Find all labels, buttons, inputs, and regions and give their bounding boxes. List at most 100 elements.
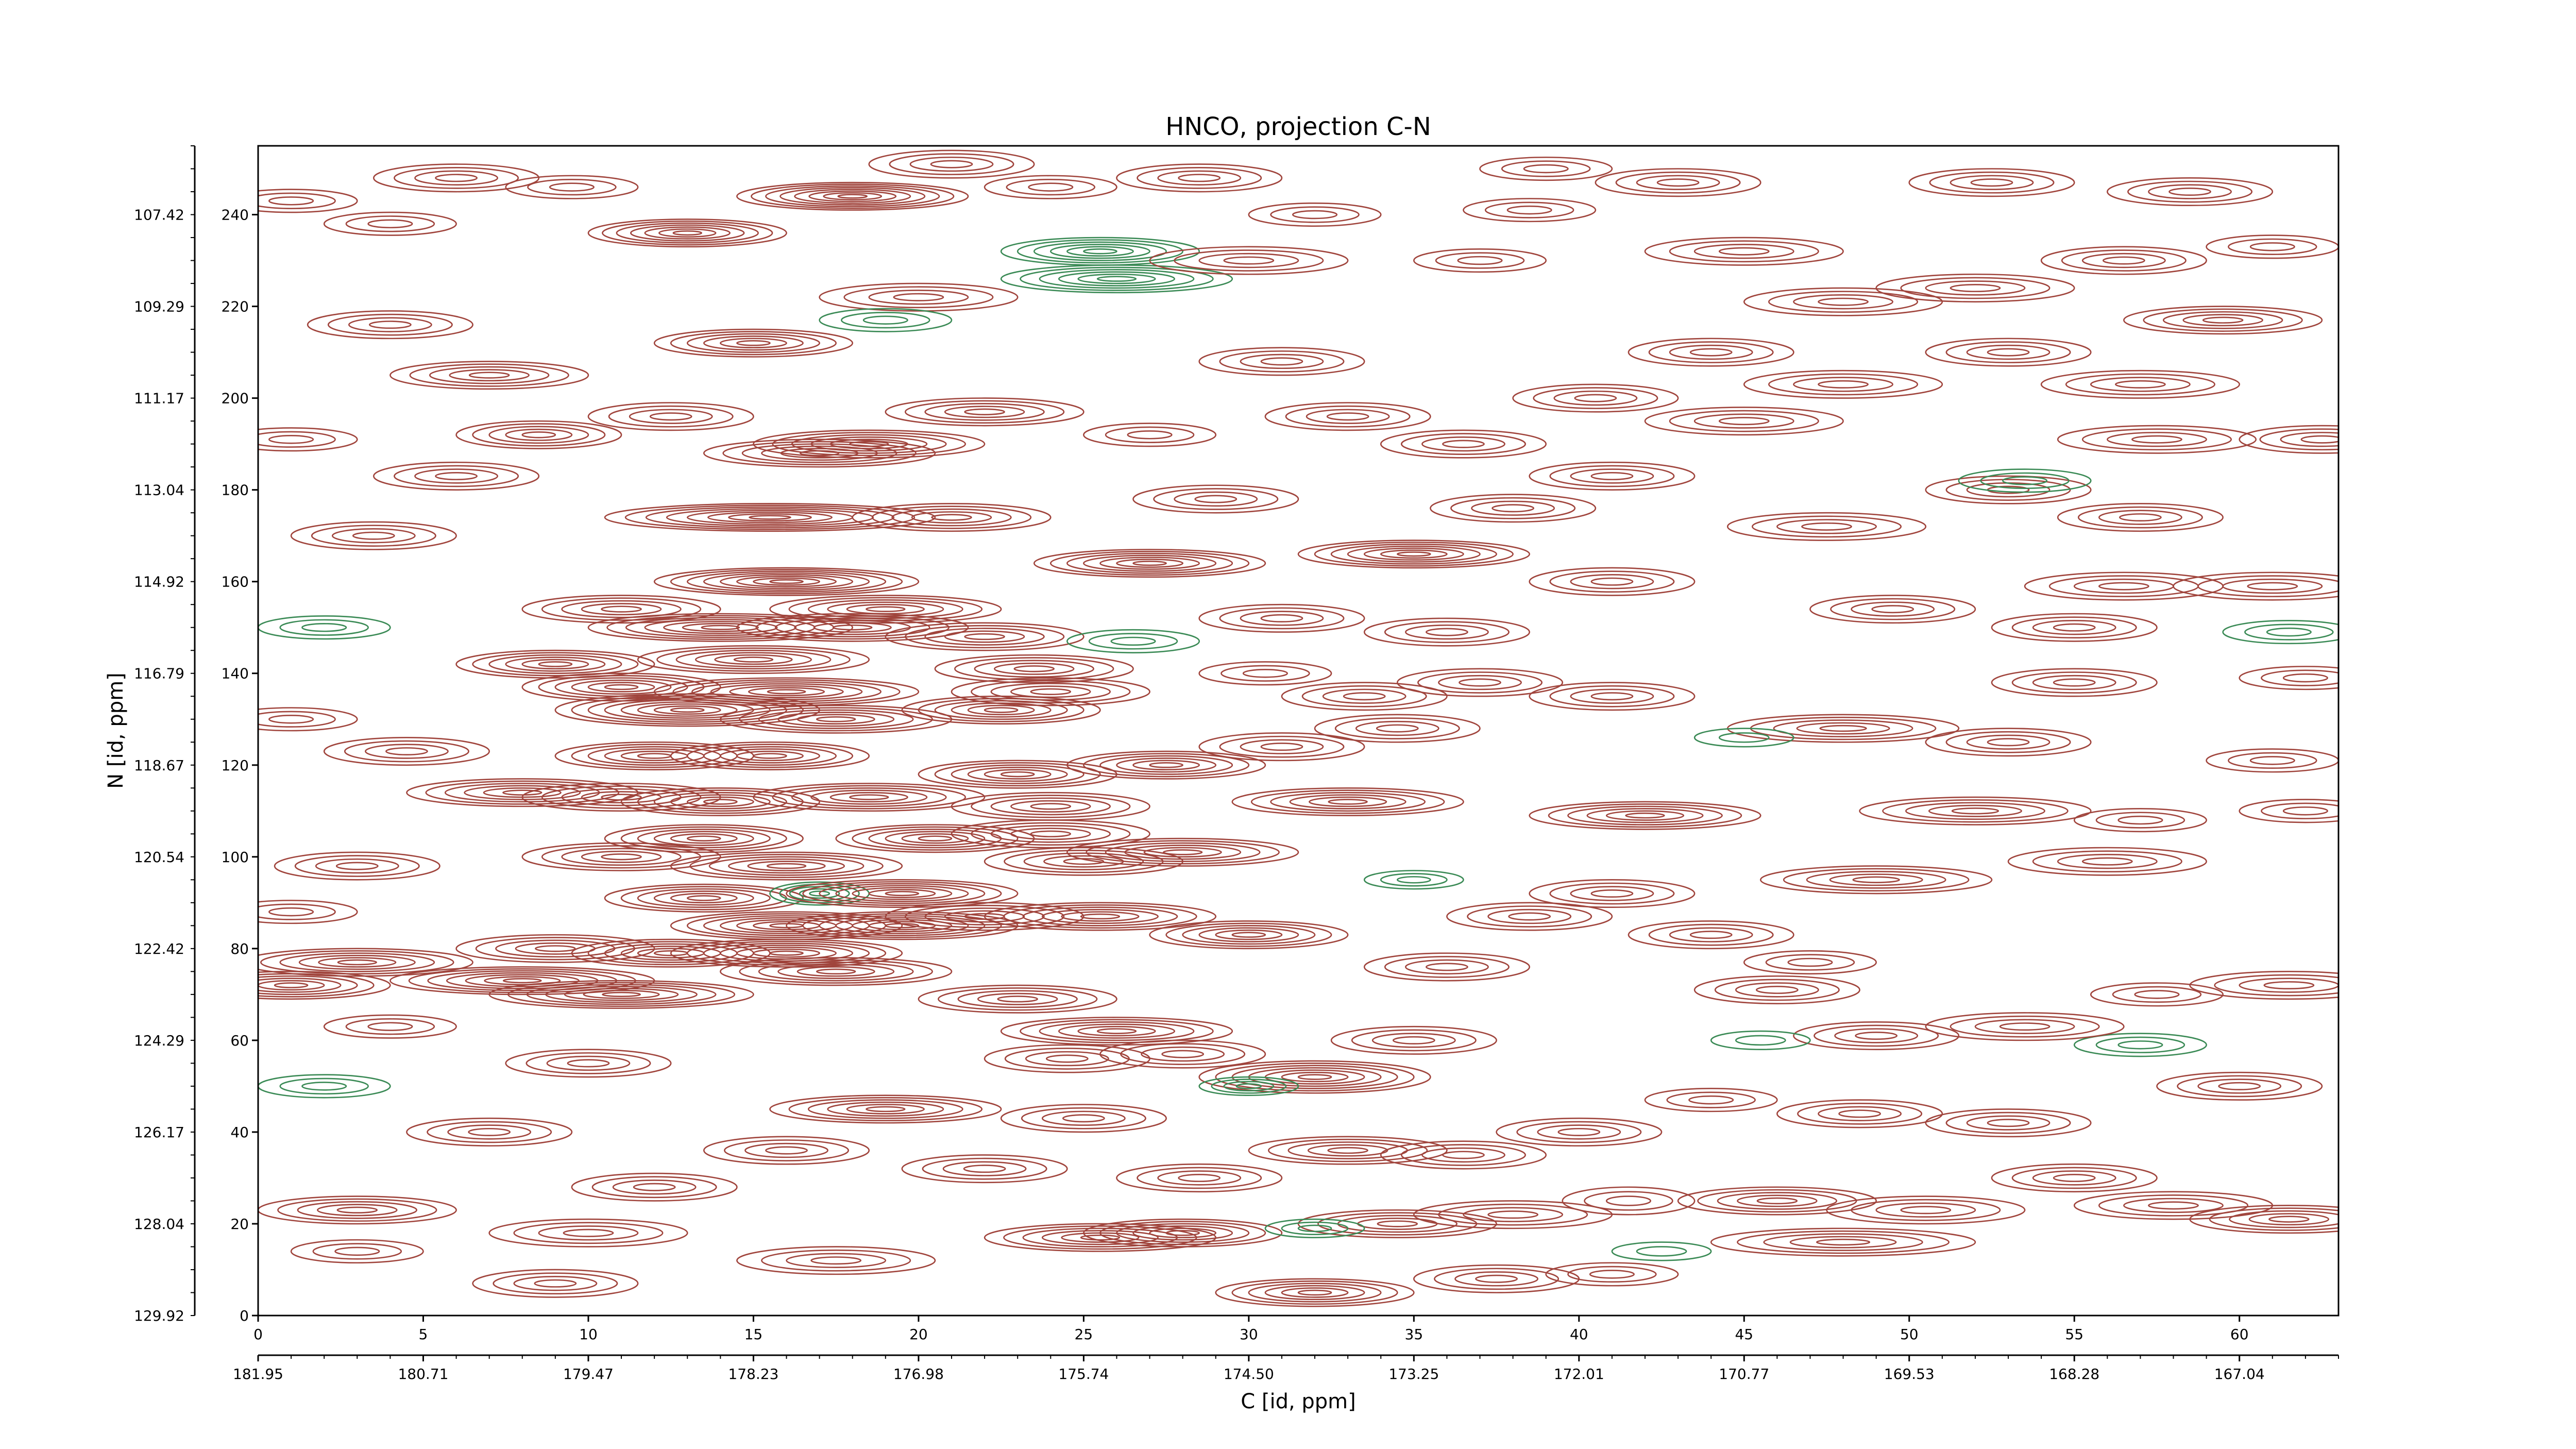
contour-level xyxy=(2033,1171,2115,1185)
contour-level xyxy=(1422,1148,1504,1162)
contour-level xyxy=(247,904,335,920)
contour-peak xyxy=(770,1096,1001,1123)
contour-level xyxy=(1443,441,1484,447)
contour-level xyxy=(1530,683,1694,710)
contour-level xyxy=(919,985,1117,1013)
contour-level xyxy=(945,407,1024,417)
contour-level xyxy=(2248,583,2297,589)
contour-level xyxy=(912,512,991,523)
y-tick-label: 40 xyxy=(230,1124,249,1141)
contour-peak xyxy=(1001,238,1199,265)
contour-level xyxy=(415,469,497,483)
contour-level xyxy=(945,631,1024,642)
contour-peak xyxy=(390,361,588,389)
contour-level xyxy=(671,894,737,903)
contour-peak xyxy=(1364,953,1529,981)
contour-peak xyxy=(2008,848,2207,875)
contour-level xyxy=(269,435,313,443)
contour-level xyxy=(630,410,712,424)
contour-level xyxy=(1711,1031,1810,1050)
contour-peak xyxy=(506,176,638,199)
contour-level xyxy=(269,908,313,916)
contour-peak xyxy=(952,793,1150,820)
contour-level xyxy=(753,949,819,957)
contour-level xyxy=(1078,274,1156,283)
contour-level xyxy=(638,754,671,759)
contour-level xyxy=(1819,1107,1901,1121)
contour-level xyxy=(1538,1125,1620,1139)
contour-level xyxy=(1530,568,1694,595)
contour-level xyxy=(1021,1020,1213,1043)
contour-level xyxy=(985,707,1018,712)
x-tick-label: 30 xyxy=(1240,1326,1258,1343)
contour-level xyxy=(1571,887,1653,901)
contour-level xyxy=(1591,693,1633,700)
contour-level xyxy=(448,1125,531,1139)
contour-level xyxy=(1232,933,1265,937)
contour-level xyxy=(704,800,737,804)
contour-level xyxy=(2124,1199,2223,1212)
x-tick-label: 60 xyxy=(2230,1326,2249,1343)
contour-level xyxy=(1736,1036,1785,1045)
contour-level xyxy=(1852,602,1934,616)
contour-peak xyxy=(1315,715,1480,742)
contour-level xyxy=(910,157,993,171)
contour-level xyxy=(1981,473,2069,488)
contour-level xyxy=(1097,1029,1136,1034)
contour-peak xyxy=(1249,1137,1447,1164)
contour-level xyxy=(337,1207,377,1213)
contour-level xyxy=(1967,483,2049,497)
contour-level xyxy=(332,529,415,543)
contour-level xyxy=(349,318,431,332)
contour-level xyxy=(1670,928,1752,942)
contour-level xyxy=(1694,244,1793,258)
contour-level xyxy=(1393,1037,1434,1043)
contour-level xyxy=(626,618,815,637)
contour-level xyxy=(1575,395,1616,401)
x-tick-label: 50 xyxy=(1900,1326,1919,1343)
contour-level xyxy=(659,229,716,237)
contour-level xyxy=(605,685,638,689)
contour-peak xyxy=(671,742,869,769)
y-ppm-tick-label: 114.92 xyxy=(134,574,184,591)
contour-level xyxy=(1827,1197,2025,1224)
contour-peak xyxy=(2091,983,2223,1006)
contour-level xyxy=(1004,905,1196,928)
contour-level xyxy=(588,683,654,692)
contour-level xyxy=(2283,807,2327,815)
contour-level xyxy=(866,607,905,612)
contour-level xyxy=(820,283,1018,311)
contour-peak xyxy=(985,903,1216,930)
contour-level xyxy=(1951,176,2033,190)
contour-level xyxy=(1128,431,1172,439)
contour-level xyxy=(1820,726,1867,731)
contour-level xyxy=(2157,1072,2321,1100)
contour-level xyxy=(1793,1022,1958,1049)
contour-peak xyxy=(2041,247,2206,274)
contour-level xyxy=(841,312,929,328)
contour-peak xyxy=(1381,430,1546,458)
y-tick-label: 100 xyxy=(222,849,249,866)
contour-peak xyxy=(1116,1164,1281,1191)
contour-level xyxy=(1443,1152,1484,1158)
contour-level xyxy=(302,624,346,631)
contour-peak xyxy=(1530,683,1694,710)
y-ppm-tick-label: 120.54 xyxy=(134,849,184,866)
contour-level xyxy=(209,974,374,997)
contour-peak xyxy=(654,678,919,705)
contour-level xyxy=(1381,550,1447,558)
contour-level xyxy=(269,197,313,205)
y-tick-label: 240 xyxy=(222,207,249,224)
contour-level xyxy=(338,960,377,965)
contour-level xyxy=(2148,185,2231,199)
contour-level xyxy=(787,1254,886,1268)
contour-peak xyxy=(1001,1105,1166,1132)
contour-level xyxy=(1298,1075,1331,1080)
x-ppm-tick-label: 174.50 xyxy=(1224,1366,1274,1383)
contour-peak xyxy=(2058,426,2256,453)
contour-level xyxy=(317,1205,397,1216)
contour-peak xyxy=(671,852,902,880)
contour-peak xyxy=(2041,370,2240,398)
y-ppm-tick-label: 111.17 xyxy=(134,390,184,407)
contour-peak xyxy=(225,428,357,451)
